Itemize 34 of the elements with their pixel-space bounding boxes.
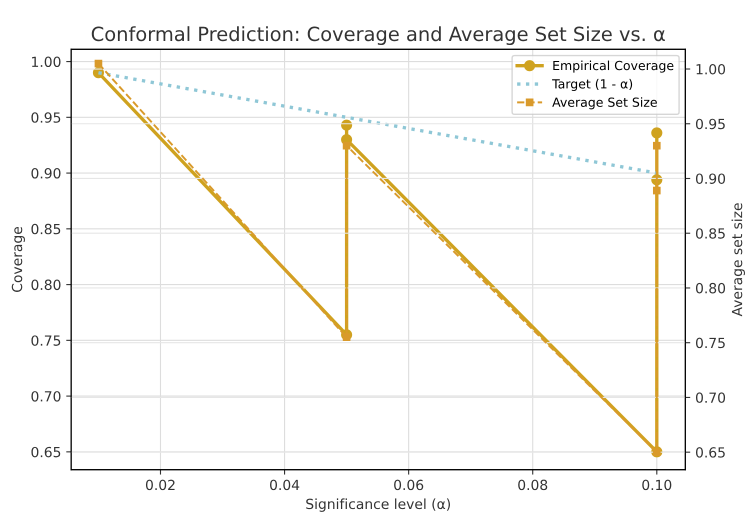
y2-tick-label: 0.65 <box>696 447 725 458</box>
point <box>342 142 350 150</box>
y2-axis-title: Average set size <box>732 203 745 316</box>
y-tick-label: 0.80 <box>31 280 61 290</box>
y-tick-label: 1.00 <box>32 56 61 68</box>
y-axis-title: Coverage <box>12 226 25 292</box>
x-tick-label: 0.04 <box>270 480 300 490</box>
y2-tick-label: 0.90 <box>696 173 726 184</box>
point <box>342 333 350 342</box>
point <box>652 186 661 194</box>
y2-tick-label: 0.70 <box>696 392 726 403</box>
point <box>94 60 102 68</box>
legend-label: Target (1 - α) <box>552 78 632 91</box>
x-tick-label: 0.06 <box>394 480 424 490</box>
x-axis-title: Significance level (α) <box>306 498 450 512</box>
y-tick-label: 0.95 <box>31 112 60 123</box>
y2-tick-label: 0.80 <box>696 282 726 294</box>
point <box>651 127 662 138</box>
x-tick-label: 0.02 <box>146 480 175 490</box>
y-tick-label: 0.65 <box>31 446 60 458</box>
x-tick-label: 0.08 <box>518 480 548 490</box>
y-tick-label: 0.70 <box>31 391 61 402</box>
y-tick-label: 0.75 <box>31 335 60 346</box>
legend-label: Empirical Coverage <box>553 60 674 73</box>
chart-title: Conformal Prediction: Coverage and Average Set Size vs. α <box>92 26 665 46</box>
y2-tick-label: 1.00 <box>696 64 726 74</box>
y2-tick-label: 0.95 <box>696 118 725 130</box>
y2-tick-label: 0.75 <box>696 338 725 348</box>
y-tick-label: 0.90 <box>31 168 61 179</box>
x-tick-label: 0.10 <box>642 480 672 490</box>
y2-tick-label: 0.85 <box>696 228 725 239</box>
point <box>652 142 661 150</box>
legend-label: Average Set Size <box>552 97 657 110</box>
y-tick-label: 0.85 <box>31 224 60 234</box>
